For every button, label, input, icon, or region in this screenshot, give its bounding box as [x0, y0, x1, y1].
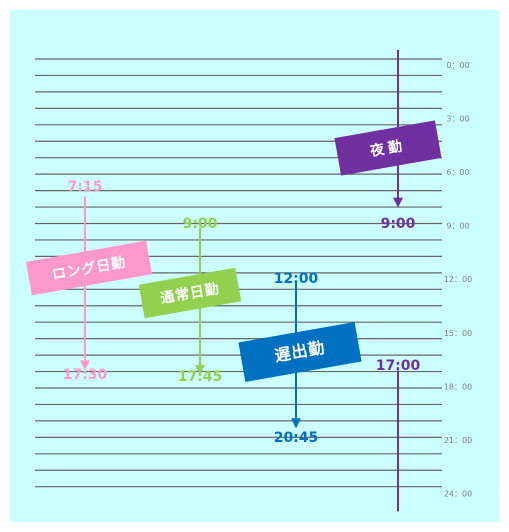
- shift-name-banner: ロング日勤: [25, 240, 153, 296]
- shift-end-time: 20:45: [274, 430, 319, 446]
- hour-tick-label: 0：00: [446, 61, 469, 70]
- shift-group: 7:15 17:30 ロング日勤 9:00 17:45 通常日勤 12:00 20:45 遅出勤…: [25, 50, 442, 512]
- shift-late-shift: 12:00 20:45 遅出勤: [238, 271, 362, 446]
- shift-normal-day: 9:00 17:45 通常日勤: [138, 216, 242, 385]
- shift-long-day: 7:15 17:30 ロング日勤: [25, 179, 153, 383]
- shift-end-arrowhead: [291, 418, 301, 429]
- shift-start-time: 17:00: [376, 358, 421, 374]
- shift-name-banner: 遅出勤: [238, 322, 362, 382]
- hour-tick-label: 3：00: [446, 115, 469, 124]
- shift-timeline-diagram: 0：00 3：00 6：00 9：00 12：00 15：00 18：00 21：00 24：0…: [10, 10, 499, 522]
- hour-tick-label: 21：00: [444, 436, 472, 445]
- hour-tick-label: 18：00: [444, 382, 472, 391]
- hour-tick-label: 9：00: [446, 222, 469, 231]
- shift-banner-box: [238, 322, 362, 382]
- shift-end-time: 9:00: [381, 216, 416, 232]
- shift-end-time: 17:30: [63, 367, 108, 383]
- shift-banner-box: [25, 240, 153, 296]
- shift-night-shift: 17:00 9:00 夜勤: [334, 50, 442, 512]
- shift-name-banner: 通常日勤: [138, 267, 242, 319]
- shift-end-arrowhead: [80, 360, 90, 371]
- shift-name-banner: 夜勤: [334, 120, 442, 176]
- shift-end-arrowhead: [195, 364, 205, 375]
- shift-name: 夜勤: [368, 137, 407, 160]
- shift-end-time: 17:45: [178, 369, 223, 385]
- shift-start-time: 9:00: [183, 216, 218, 232]
- shift-end-arrowhead: [393, 197, 403, 208]
- hour-tick-label: 12：00: [444, 275, 472, 284]
- hour-tick-label: 24：00: [444, 489, 472, 498]
- shift-start-time: 12:00: [274, 271, 319, 287]
- shift-banner-box: [138, 267, 242, 319]
- shift-start-time: 7:15: [68, 179, 103, 195]
- hour-tick-label: 15：00: [444, 329, 472, 338]
- shift-banner-box: [334, 120, 442, 176]
- hour-tick-labels: 0：00 3：00 6：00 9：00 12：00 15：00 18：00 21：00 24：0…: [444, 61, 472, 498]
- shift-timeline-board: 0：00 3：00 6：00 9：00 12：00 15：00 18：00 21：00 24：0…: [10, 10, 499, 522]
- hour-tick-label: 6：00: [446, 168, 469, 177]
